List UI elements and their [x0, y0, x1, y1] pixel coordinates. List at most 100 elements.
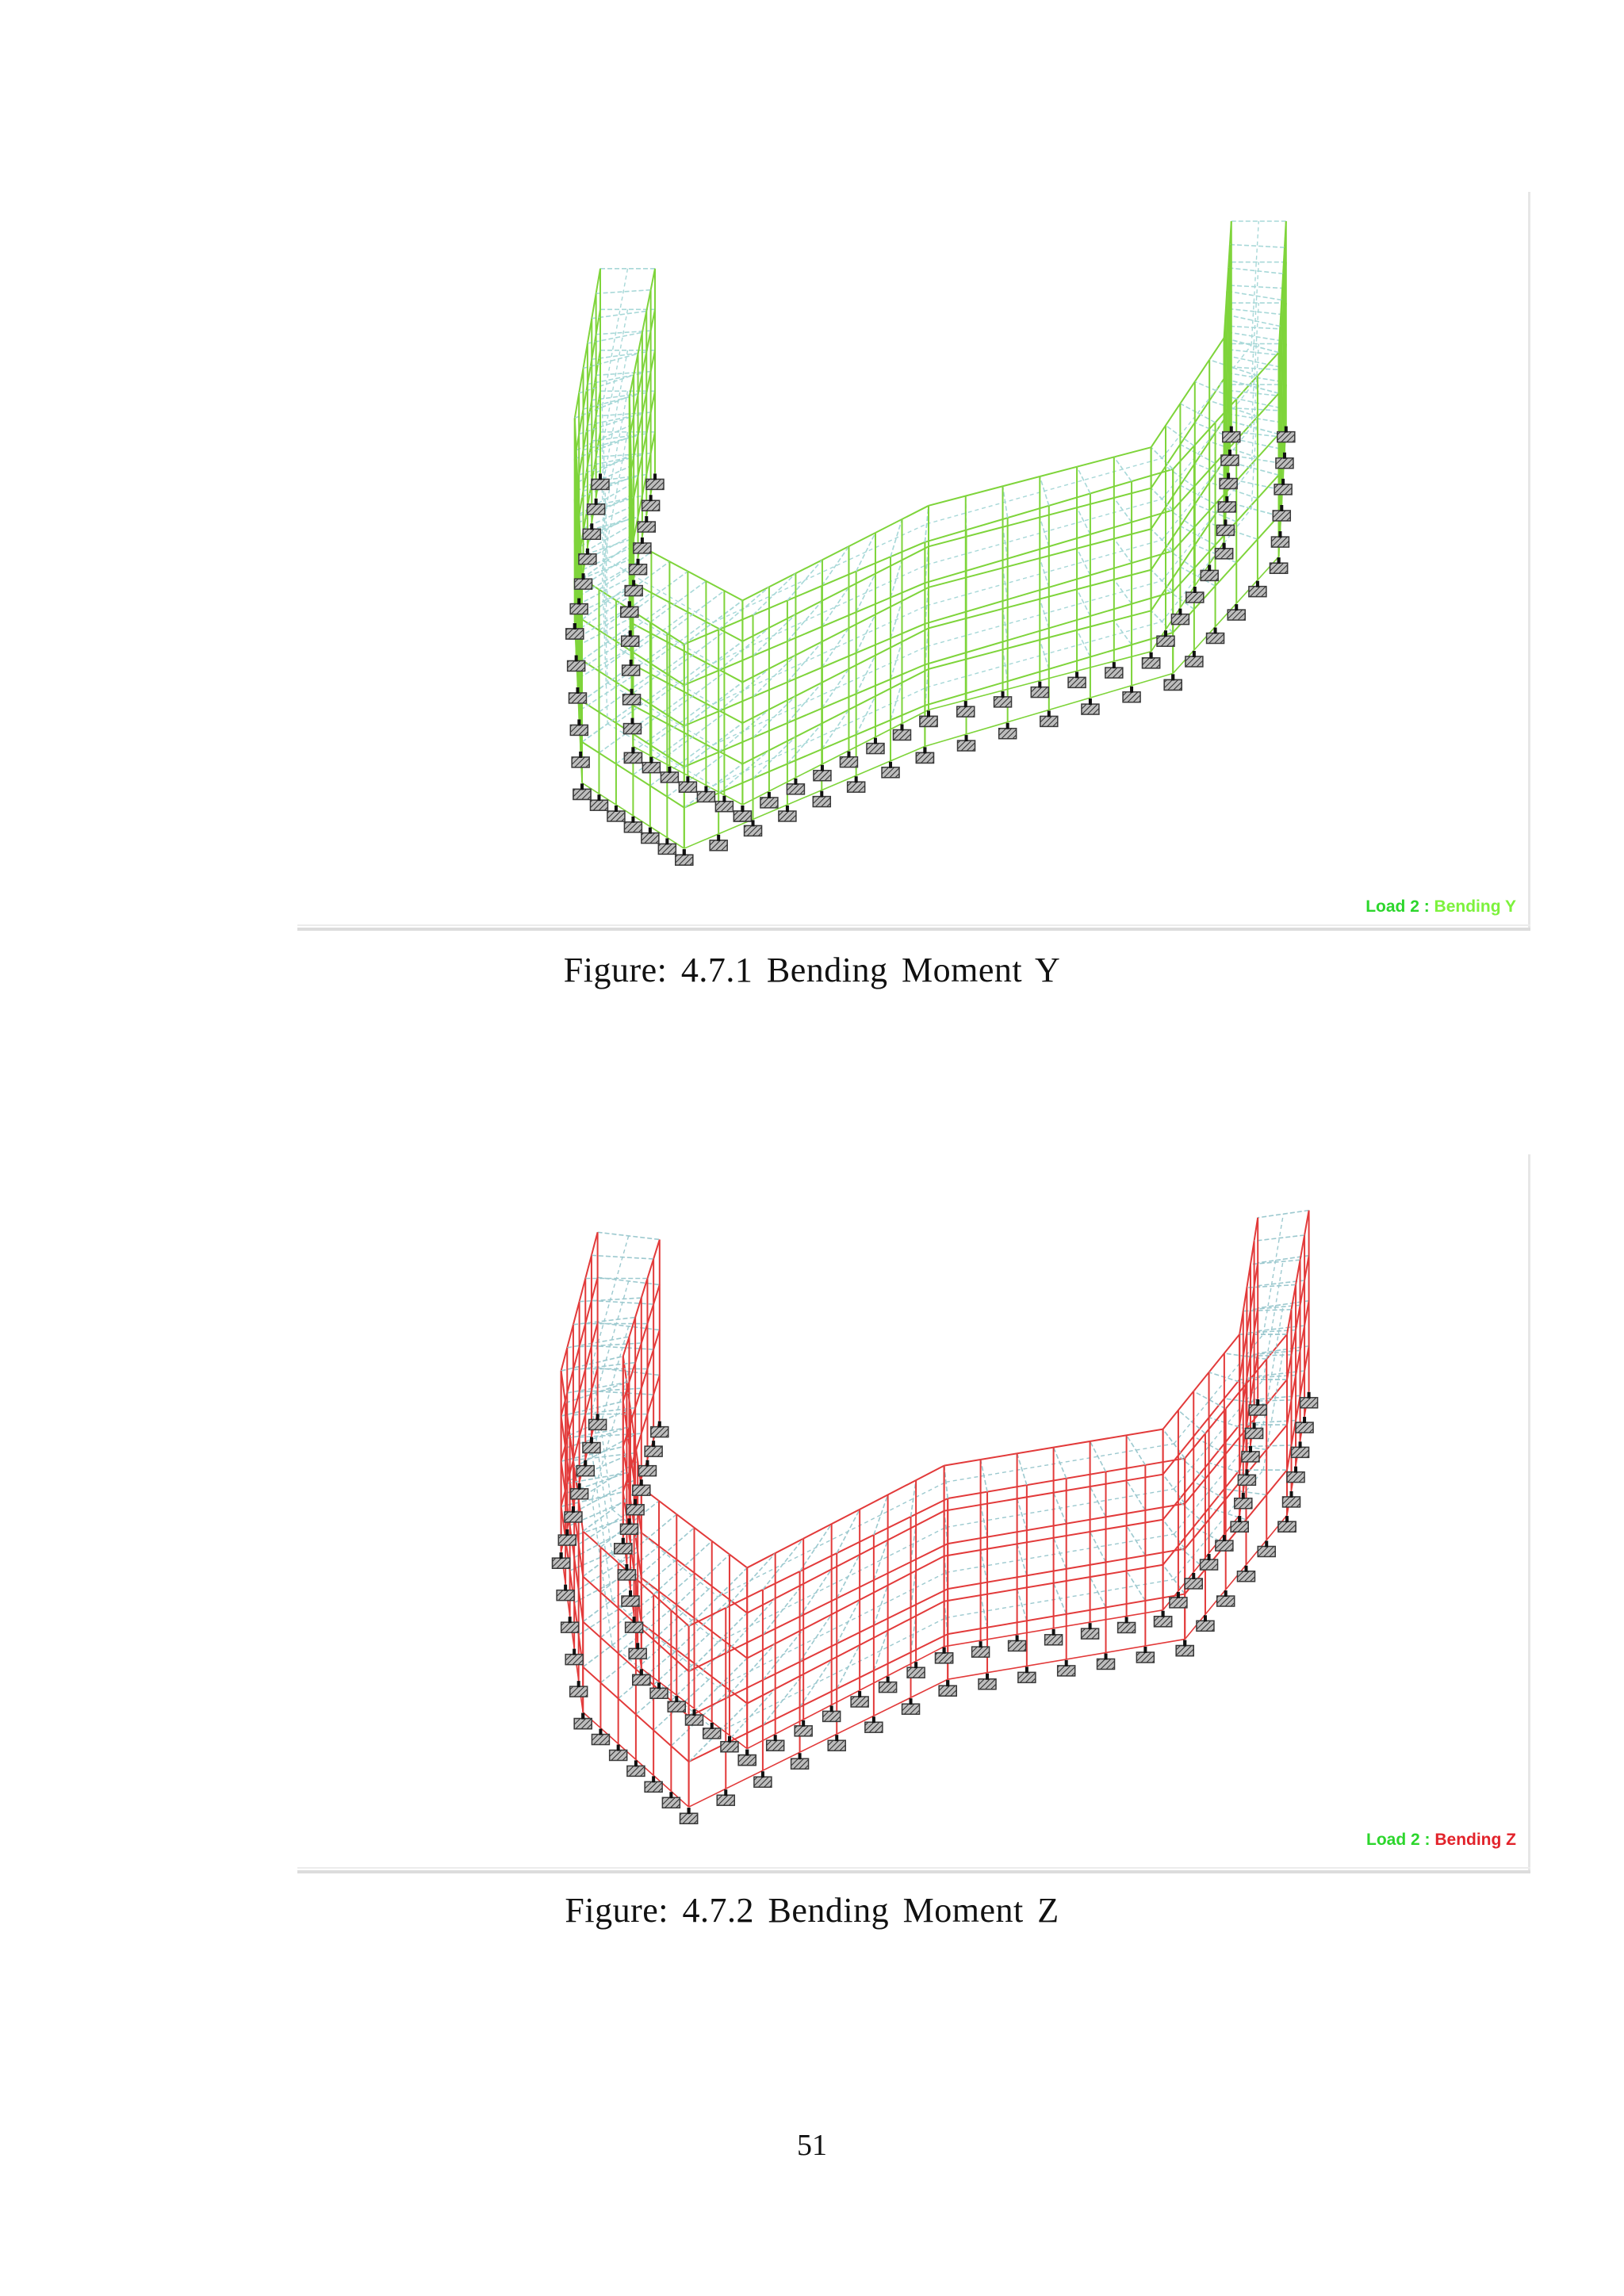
beam — [1184, 1334, 1288, 1460]
cross-beam — [1151, 528, 1174, 552]
cross-beam — [821, 627, 850, 668]
cross-beam — [1229, 325, 1285, 330]
cross-beam — [821, 587, 850, 627]
support-icon — [1080, 1623, 1100, 1640]
support-icon — [591, 473, 610, 491]
support-icon — [794, 1720, 813, 1737]
secondary-beam — [592, 1453, 613, 1601]
cross-beam — [561, 1445, 623, 1462]
support-icon — [1044, 1628, 1063, 1646]
cross-beam — [615, 602, 670, 642]
cross-beam — [787, 641, 823, 683]
support-icon — [1230, 1516, 1249, 1533]
support-icon — [850, 1691, 869, 1708]
support-icon — [620, 630, 640, 647]
cross-beam — [1178, 1545, 1206, 1570]
panel-border — [1528, 192, 1530, 931]
support-icon — [696, 786, 716, 803]
support-icon — [657, 838, 677, 855]
support-icon — [1241, 1445, 1260, 1463]
support-icon — [1215, 1535, 1234, 1552]
cross-beam — [718, 709, 770, 753]
support-icon — [626, 1498, 645, 1516]
cross-beam — [578, 564, 632, 597]
support-icon — [588, 1414, 607, 1431]
cross-beam — [666, 753, 725, 798]
figure-bending-y: Load 2 : Bending Y — [297, 192, 1530, 931]
cross-beam — [1228, 267, 1284, 275]
cross-beam — [632, 570, 688, 612]
cross-beam — [1225, 396, 1281, 409]
support-icon — [573, 573, 593, 590]
cross-beam — [1178, 1500, 1206, 1525]
support-icon — [569, 1681, 588, 1697]
support-icon — [626, 1760, 645, 1777]
cross-beam — [910, 1616, 917, 1653]
figure-caption-2: Figure: 4.7.2 Bending Moment Z — [565, 1891, 1059, 1930]
beam — [688, 1633, 948, 1763]
support-icon — [1199, 1554, 1219, 1571]
support-icon — [1081, 698, 1100, 715]
support-icon — [1096, 1653, 1116, 1670]
support-icon — [638, 1460, 657, 1477]
support-icon — [576, 1460, 596, 1477]
cross-beam — [1151, 488, 1174, 511]
support-icon — [641, 495, 661, 511]
cross-beam — [632, 611, 688, 653]
secondary-beam — [1161, 385, 1252, 499]
support-icon — [607, 806, 626, 822]
cross-beam — [1162, 1564, 1185, 1595]
cross-beam — [666, 672, 725, 716]
support-icon — [633, 537, 652, 554]
cross-beam — [1229, 243, 1285, 248]
support-icon — [679, 1808, 699, 1824]
cross-beam — [596, 330, 651, 335]
support-icon — [822, 1705, 841, 1723]
support-icon — [716, 1789, 736, 1806]
beam — [741, 586, 929, 683]
secondary-beam — [592, 1498, 613, 1646]
frame-model-bending-y — [565, 220, 1296, 866]
beam — [1172, 515, 1280, 633]
cross-beam — [1125, 1434, 1147, 1466]
support-icon — [644, 1441, 663, 1457]
cross-beam — [910, 1571, 917, 1608]
secondary-beam — [713, 605, 927, 705]
cross-beam — [718, 668, 770, 712]
cross-beam — [1076, 629, 1091, 657]
cross-beam — [666, 713, 725, 757]
support-icon — [786, 778, 806, 795]
secondary-beam — [926, 580, 1162, 648]
support-icon — [1017, 1667, 1036, 1684]
cross-beam — [666, 590, 725, 634]
cross-beam — [1228, 389, 1284, 397]
cross-beam — [1208, 1372, 1247, 1385]
cross-beam — [688, 1567, 748, 1627]
support-icon — [1007, 1635, 1027, 1652]
beam — [1150, 460, 1225, 571]
support-icon — [1105, 662, 1124, 679]
support-icon — [564, 1506, 583, 1523]
beam — [1184, 1424, 1288, 1550]
cross-beam — [649, 662, 707, 705]
support-icon — [621, 660, 641, 676]
support-icon — [684, 1709, 704, 1726]
cross-beam — [1151, 610, 1174, 633]
secondary-beam — [1251, 302, 1259, 427]
support-icon — [560, 1617, 580, 1633]
cross-beam — [632, 652, 688, 694]
ground-tie — [684, 745, 925, 849]
support-icon — [1244, 1422, 1264, 1440]
support-icon — [1116, 1617, 1136, 1634]
support-icon — [971, 1641, 990, 1658]
support-icon — [1277, 426, 1296, 443]
support-icon — [619, 1518, 639, 1536]
panel-border — [1528, 1154, 1530, 1873]
cross-beam — [1224, 337, 1279, 354]
cross-beam — [1016, 1589, 1028, 1621]
cross-beam — [1016, 1498, 1028, 1531]
cross-beam — [1229, 285, 1285, 289]
cross-beam — [1208, 1507, 1247, 1521]
support-icon — [645, 473, 665, 491]
cross-beam — [1247, 1284, 1297, 1288]
